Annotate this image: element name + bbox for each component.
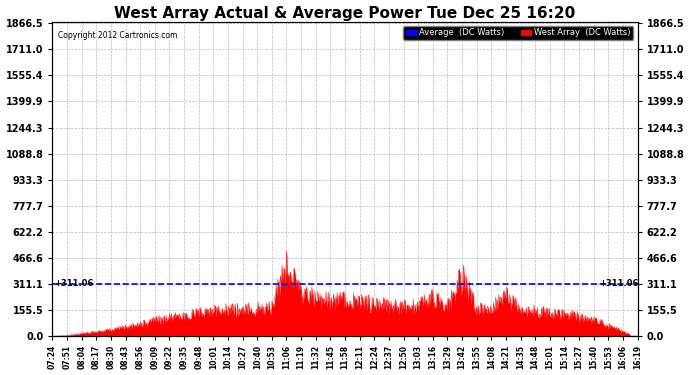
Legend: Average  (DC Watts), West Array  (DC Watts): Average (DC Watts), West Array (DC Watts…	[403, 26, 633, 40]
Text: +311.06: +311.06	[600, 279, 639, 288]
Text: +311.06: +311.06	[54, 279, 93, 288]
Title: West Array Actual & Average Power Tue Dec 25 16:20: West Array Actual & Average Power Tue De…	[115, 6, 575, 21]
Text: Copyright 2012 Cartronics.com: Copyright 2012 Cartronics.com	[59, 31, 178, 40]
